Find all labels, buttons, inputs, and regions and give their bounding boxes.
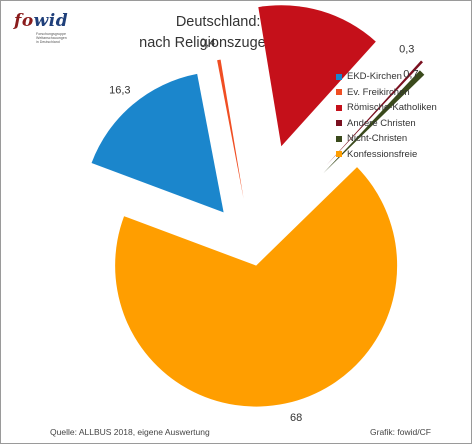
legend-label: Nicht-Christen [347, 133, 408, 145]
slice-value-label: 0,4 [200, 37, 215, 49]
legend-label: Andere Christen [347, 117, 416, 129]
chart-legend: EKD-Kirchen Ev. Freikirchen Römische-Katho… [336, 69, 437, 162]
logo-wid-text: wid [33, 11, 69, 31]
logo-subtitle-line: Weltanschauungen [36, 36, 67, 41]
legend-swatch [336, 135, 342, 142]
legend-swatch [336, 104, 342, 111]
legend-swatch [336, 120, 342, 127]
slice-value-label: 68 [290, 412, 302, 424]
legend-swatch [336, 73, 342, 80]
legend-item: Ev. Freikirchen [336, 85, 437, 101]
legend-label: Konfessionsfreie [347, 148, 418, 160]
pie-slice-r-mische-katholiken [258, 5, 376, 147]
legend-item: Nicht-Christen [336, 131, 437, 147]
pie-slice-nicht-christen [323, 70, 425, 174]
logo-subtitle-line: in Deutschland [36, 40, 60, 45]
logo-fo-text: fo [14, 11, 34, 31]
pie-slice-konfessionsfreie [115, 167, 398, 407]
fowid-logo: fowid Forschungsgruppe Weltanschauungen … [14, 13, 84, 45]
credit-note: Grafik: fowid/CF [370, 427, 431, 437]
pie-slice-ev-freikirchen [217, 59, 244, 199]
legend-swatch [336, 89, 342, 96]
logo-subtitle-line: Forschungsgruppe [36, 32, 66, 36]
legend-item: Konfessionsfreie [336, 147, 437, 163]
pie-slice-ekd-kirchen [91, 73, 224, 213]
slice-value-label: 0,3 [399, 43, 414, 55]
legend-label: EKD-Kirchen [347, 71, 402, 83]
legend-item: Andere Christen [336, 116, 437, 132]
legend-label: Römische-Katholiken [347, 102, 437, 114]
source-note: Quelle: ALLBUS 2018, eigene Auswertung [50, 427, 210, 437]
legend-swatch [336, 151, 342, 158]
legend-item: Römische-Katholiken [336, 100, 437, 116]
legend-label: Ev. Freikirchen [347, 86, 410, 98]
slice-value-label: 0,7 [403, 69, 418, 81]
legend-item: EKD-Kirchen [336, 69, 437, 85]
slice-value-label: 16,3 [109, 84, 130, 96]
logo-wordmark: fowid [14, 13, 84, 30]
logo-subtitle: Forschungsgruppe Weltanschauungen in Deu… [36, 32, 84, 45]
pie-slice-andere-christen [326, 60, 423, 166]
